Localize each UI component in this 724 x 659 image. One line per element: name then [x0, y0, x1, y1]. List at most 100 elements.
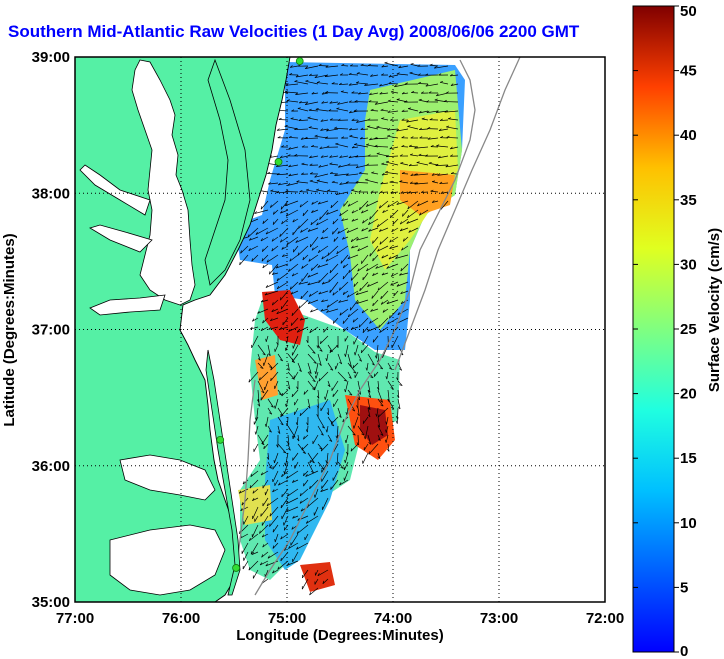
velocity-vector	[251, 551, 259, 555]
velocity-vector-head	[307, 405, 311, 409]
velocity-vector	[391, 272, 399, 277]
velocity-vector-head	[343, 203, 345, 207]
velocity-vector	[257, 362, 264, 369]
velocity-vector-head	[338, 164, 341, 168]
velocity-vector	[290, 317, 299, 326]
velocity-vector	[325, 254, 339, 262]
velocity-vector-head	[281, 246, 284, 250]
velocity-vector	[337, 101, 349, 105]
colorbar	[632, 5, 675, 653]
velocity-vector-head	[325, 460, 328, 464]
velocity-vector-head	[298, 100, 302, 104]
velocity-vector-head	[276, 444, 279, 448]
velocity-vector-head	[387, 110, 391, 113]
velocity-vector	[281, 389, 289, 397]
velocity-vector-head	[331, 180, 335, 183]
velocity-vector-head	[367, 284, 370, 287]
velocity-vector	[358, 317, 369, 328]
velocity-vector-head	[367, 63, 371, 66]
velocity-vector-head	[310, 221, 313, 226]
velocity-vector	[374, 137, 389, 140]
velocity-vector-head	[286, 441, 290, 445]
velocity-vector	[317, 461, 325, 470]
velocity-vector-head	[266, 259, 269, 263]
velocity-vector-head	[386, 301, 390, 304]
velocity-vector-head	[342, 265, 345, 269]
velocity-vector	[264, 380, 269, 391]
velocity-vector-head	[284, 462, 286, 466]
velocity-vector-head	[364, 436, 366, 440]
velocity-vector-head	[279, 233, 281, 237]
velocity-vector	[398, 65, 409, 69]
velocity-vector-head	[387, 128, 391, 131]
velocity-vector	[326, 209, 339, 215]
velocity-vector	[408, 164, 419, 167]
velocity-vector	[440, 191, 449, 194]
velocity-vector-head	[414, 146, 418, 149]
velocity-vector	[300, 227, 309, 233]
velocity-vector-head	[358, 190, 362, 193]
velocity-vector-head	[376, 224, 379, 228]
bay-eastern-shore	[204, 58, 251, 286]
velocity-vector-head	[338, 415, 342, 418]
velocity-vector	[287, 560, 299, 566]
velocity-vector	[389, 146, 399, 150]
velocity-vector	[270, 371, 279, 382]
velocity-vector-head	[390, 282, 393, 286]
velocity-vector-head	[290, 322, 293, 326]
velocity-vector	[276, 173, 289, 176]
velocity-vector-head	[287, 154, 291, 157]
velocity-vector	[371, 172, 379, 175]
velocity-vector-head	[404, 100, 408, 103]
velocity-vector	[372, 299, 379, 307]
velocity-vector	[335, 143, 349, 148]
velocity-vector	[399, 272, 409, 276]
velocity-vector-head	[378, 324, 380, 328]
velocity-vector-head	[288, 545, 291, 549]
velocity-vector-head	[385, 154, 389, 158]
velocity-vector-head	[369, 320, 372, 324]
velocity-vector	[438, 128, 449, 131]
velocity-vector-head	[281, 473, 283, 478]
velocity-vector	[350, 236, 359, 243]
velocity-vector-head	[420, 190, 424, 193]
velocity-vector	[292, 227, 299, 236]
velocity-vector	[310, 308, 319, 313]
velocity-vector-head	[339, 213, 342, 217]
velocity-vector-head	[267, 555, 270, 559]
velocity-vector-head	[295, 92, 299, 95]
velocity-vector-head	[316, 179, 320, 182]
velocity-vector	[249, 479, 259, 489]
y-tick-label: 35:00	[32, 594, 70, 611]
velocity-vector	[270, 200, 279, 208]
bathymetry-contour-inner	[234, 379, 256, 581]
velocity-vector-head	[377, 248, 380, 252]
velocity-vector	[288, 146, 299, 150]
velocity-vector-head	[240, 250, 242, 254]
velocity-vector-head	[390, 118, 393, 121]
velocity-vector-head	[291, 273, 295, 277]
velocity-vector	[348, 83, 359, 86]
velocity-vector-head	[281, 221, 284, 225]
velocity-vector-head	[340, 467, 344, 469]
velocity-vector	[402, 209, 409, 217]
velocity-vector-head	[373, 373, 376, 377]
velocity-vector-head	[344, 439, 347, 444]
velocity-vector-head	[272, 545, 275, 549]
velocity-vector-head	[303, 436, 305, 440]
velocity-vector	[362, 416, 369, 424]
velocity-vector	[321, 299, 329, 303]
velocity-vector	[410, 63, 419, 67]
velocity-vector	[320, 236, 329, 240]
velocity-vector	[252, 497, 259, 501]
velocity-vector-head	[309, 592, 312, 596]
velocity-vector	[274, 398, 279, 409]
velocity-vector-head	[342, 320, 345, 324]
velocity-vector	[321, 92, 329, 95]
velocity-vector	[407, 209, 419, 219]
velocity-vector-head	[392, 221, 394, 225]
velocity-vector	[290, 118, 299, 121]
x-tick-label: 75:00	[268, 610, 306, 627]
velocity-vector	[252, 569, 259, 579]
velocity-vector	[339, 308, 349, 316]
